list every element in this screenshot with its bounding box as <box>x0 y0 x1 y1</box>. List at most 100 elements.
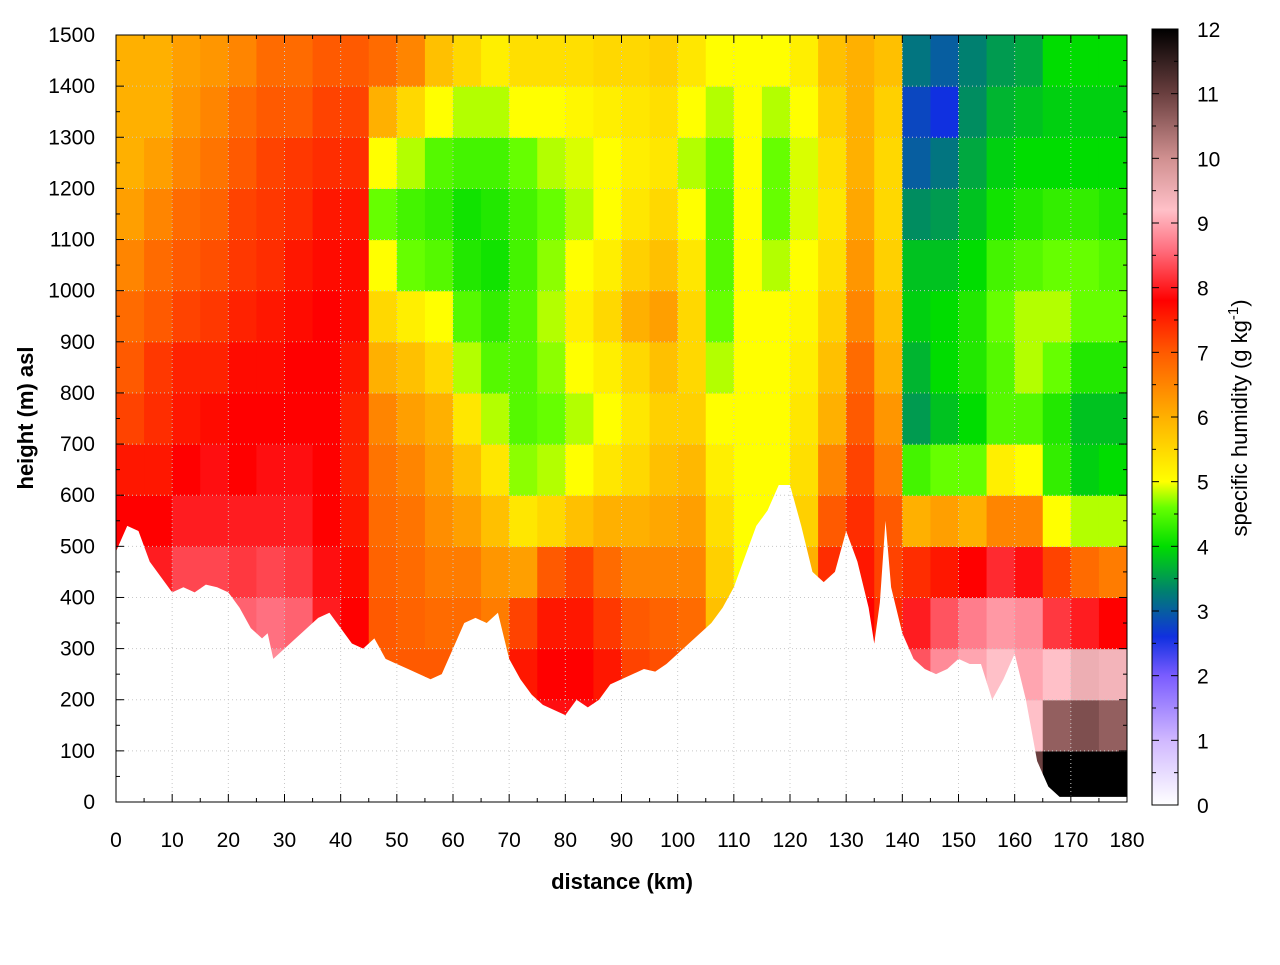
heat-cell <box>593 290 623 343</box>
heat-cell <box>761 290 791 343</box>
heat-cell <box>284 648 314 701</box>
heat-cell <box>340 750 370 797</box>
heat-cell <box>846 188 875 241</box>
heat-cell <box>874 35 903 87</box>
heat-cell <box>677 290 707 343</box>
heat-cell <box>1098 495 1127 547</box>
heat-cell <box>1042 699 1072 752</box>
heat-cell <box>705 188 735 241</box>
heat-cell <box>172 392 201 445</box>
heat-cell <box>396 86 426 138</box>
heat-cell <box>930 239 960 292</box>
heat-cell <box>621 699 651 752</box>
y-tick-label: 800 <box>60 382 95 405</box>
heat-cell <box>1014 546 1044 599</box>
heat-cell <box>340 290 370 343</box>
y-tick-label: 900 <box>60 331 95 354</box>
heat-cell <box>256 86 286 138</box>
heat-cell <box>649 444 679 496</box>
heat-cell <box>509 35 538 87</box>
heat-cell <box>986 35 1016 87</box>
y-tick-label: 1300 <box>48 126 95 149</box>
heat-cell <box>312 648 342 701</box>
y-tick-label: 700 <box>60 433 95 456</box>
heat-cell <box>200 137 229 189</box>
heat-cell <box>1014 188 1044 241</box>
heat-cell <box>1070 341 1100 394</box>
heat-cell <box>396 137 426 189</box>
heat-cell <box>284 341 314 394</box>
heat-cell <box>340 597 370 650</box>
heat-cell <box>761 86 791 138</box>
heat-cell <box>705 699 735 752</box>
heat-cell <box>790 699 819 752</box>
heat-cell <box>1098 35 1127 87</box>
heat-cell <box>1098 392 1127 445</box>
heat-cell <box>481 341 510 394</box>
heat-cell <box>1070 86 1100 138</box>
heat-cell <box>930 699 960 752</box>
x-axis-ticks: 0 10 20 30 40 50 60 70 80 90 100 110 120 130 140 150 160… <box>110 35 1145 852</box>
colorbar-tick-label: 7 <box>1197 342 1209 365</box>
heat-cell <box>986 597 1016 650</box>
heat-cell <box>986 750 1016 797</box>
heat-cell <box>284 290 314 343</box>
heat-cell <box>621 546 651 599</box>
x-tick-label: 80 <box>554 829 577 852</box>
heat-cell <box>368 137 398 189</box>
heat-cell <box>1014 290 1044 343</box>
heat-cell <box>705 392 735 445</box>
heat-cell <box>677 648 707 701</box>
heat-cell <box>368 597 398 650</box>
heat-cell <box>874 750 903 797</box>
heat-cell <box>284 495 314 547</box>
heat-cell <box>144 392 173 445</box>
heat-cell <box>172 597 201 650</box>
heat-cell <box>930 597 960 650</box>
heat-cell <box>340 137 370 189</box>
heat-cell <box>874 444 903 496</box>
heat-cell <box>368 495 398 547</box>
heat-cell <box>537 188 566 241</box>
heat-cell <box>200 495 229 547</box>
heat-cell <box>368 546 398 599</box>
heat-cell <box>256 290 286 343</box>
heat-cell <box>116 444 145 496</box>
heat-cell <box>958 341 988 394</box>
heat-cell <box>902 597 932 650</box>
heat-cell <box>481 137 510 189</box>
heat-cell <box>958 444 988 496</box>
heat-cell <box>396 750 426 797</box>
heat-cell <box>453 648 482 701</box>
heat-cell <box>1098 290 1127 343</box>
heat-cell <box>818 188 847 241</box>
heat-cell <box>846 290 875 343</box>
heat-cell <box>312 137 342 189</box>
heat-cell <box>874 495 903 547</box>
heat-cell <box>368 290 398 343</box>
heat-cell <box>340 86 370 138</box>
heat-cell <box>396 495 426 547</box>
heat-cell <box>424 444 454 496</box>
colorbar-label: specific humidity (g kg-1) <box>1225 299 1252 536</box>
heat-cell <box>144 546 173 599</box>
heat-cell <box>1014 648 1044 701</box>
heat-cell <box>874 239 903 292</box>
heat-cell <box>116 597 145 650</box>
heat-cell <box>1070 239 1100 292</box>
colorbar-tick-label: 9 <box>1197 213 1209 236</box>
heat-cell <box>396 444 426 496</box>
heat-cell <box>256 188 286 241</box>
heat-cell <box>846 86 875 138</box>
heat-cell <box>958 290 988 343</box>
heat-cell <box>733 290 763 343</box>
x-axis-label: distance (km) <box>551 869 693 894</box>
heat-cell <box>284 750 314 797</box>
heat-cell <box>958 392 988 445</box>
heat-cell <box>424 86 454 138</box>
heat-cell <box>340 341 370 394</box>
heat-cell <box>1042 35 1072 87</box>
heat-cell <box>649 86 679 138</box>
heat-cell <box>874 341 903 394</box>
heat-cell <box>593 699 623 752</box>
